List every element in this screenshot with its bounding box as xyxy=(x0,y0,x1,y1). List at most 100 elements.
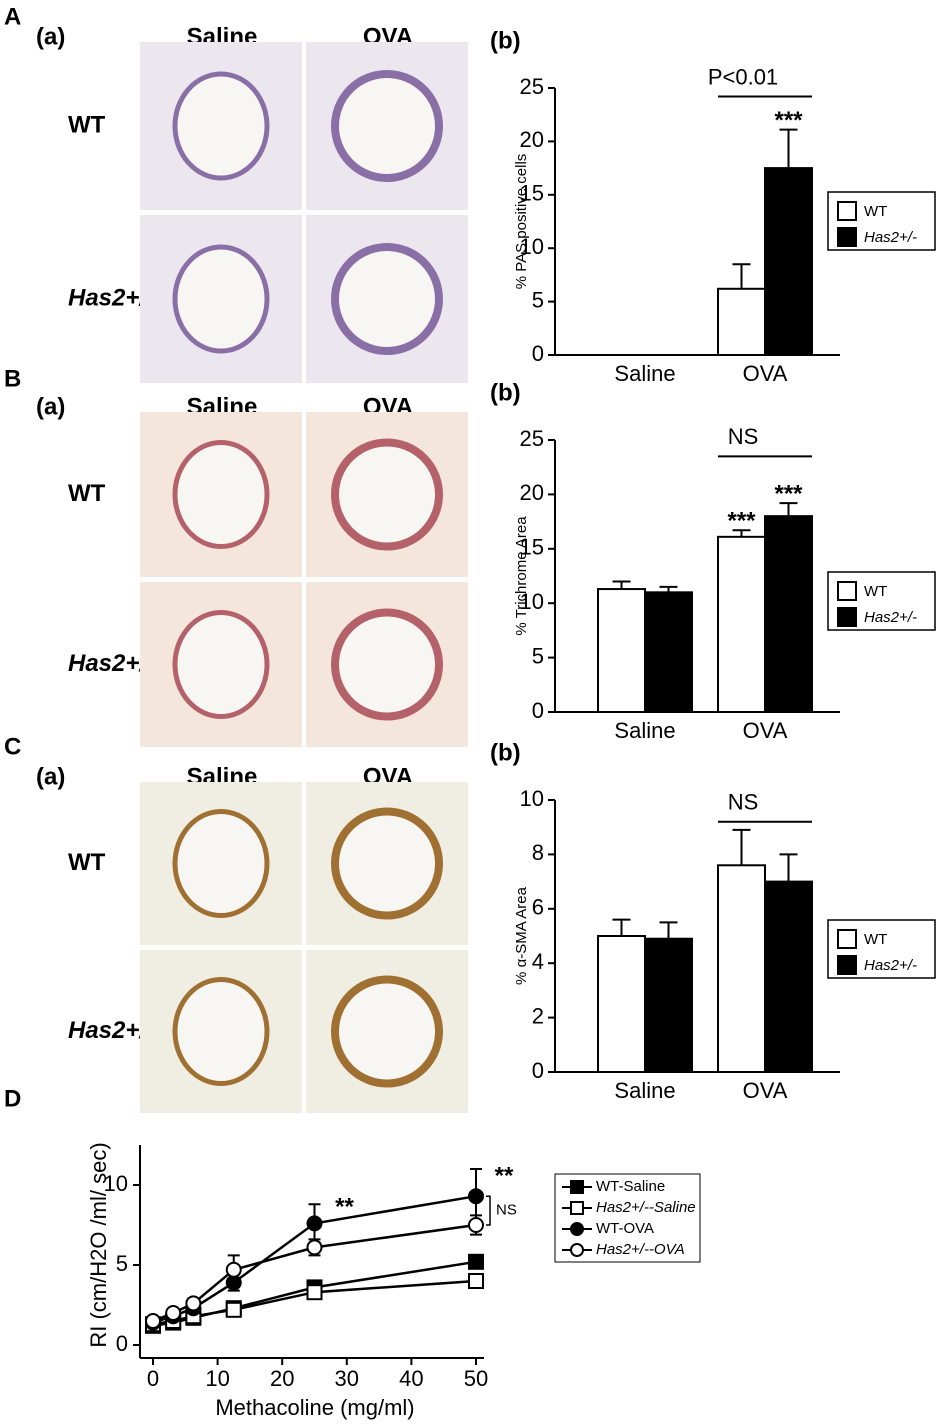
y-tick-label: 15 xyxy=(520,535,544,560)
legend-box xyxy=(827,919,936,979)
y-tick-label: 5 xyxy=(532,287,544,312)
marker xyxy=(165,1305,182,1321)
bar xyxy=(717,287,766,356)
airway xyxy=(172,244,270,354)
x-tick-label: 40 xyxy=(399,1366,423,1391)
panel-letter: C xyxy=(4,733,21,760)
y-tick-label: 2 xyxy=(532,1003,544,1028)
airway xyxy=(331,243,443,355)
y-tick-label: 0 xyxy=(532,1058,544,1083)
bar xyxy=(597,935,646,1073)
x-tick-label: OVA xyxy=(743,1078,788,1103)
row-label: Has2+/- xyxy=(68,284,154,311)
bar xyxy=(764,880,813,1073)
marker xyxy=(185,1295,202,1312)
error-bar xyxy=(732,529,751,537)
y-tick-label: 10 xyxy=(104,1171,128,1196)
sub-label: (b) xyxy=(490,379,521,406)
row-label: WT xyxy=(68,111,106,138)
x-tick-label: 0 xyxy=(147,1366,159,1391)
panel-letter: D xyxy=(4,1085,21,1112)
legend-marker xyxy=(570,1180,584,1194)
sub-label: (b) xyxy=(490,27,521,54)
y-tick-label: 0 xyxy=(116,1331,128,1356)
annotation: ** xyxy=(495,1162,514,1189)
x-tick-label: OVA xyxy=(743,718,788,743)
y-tick-label: 4 xyxy=(532,949,544,974)
y-tick-label: 20 xyxy=(520,127,544,152)
error-bar xyxy=(732,263,751,289)
error-bar xyxy=(779,502,798,517)
marker xyxy=(468,1273,484,1289)
legend-label: Has2+/- xyxy=(864,609,917,626)
panel-letter: B xyxy=(4,365,21,392)
legend-box xyxy=(827,571,936,631)
bar xyxy=(764,515,813,713)
marker xyxy=(468,1188,484,1205)
error-bar xyxy=(659,585,678,593)
legend-box xyxy=(827,191,936,251)
airway xyxy=(331,438,443,551)
annotation: *** xyxy=(774,107,803,134)
legend-marker xyxy=(570,1201,584,1215)
x-axis-label: Methacoline (mg/ml) xyxy=(215,1395,414,1420)
bar xyxy=(597,588,646,714)
marker xyxy=(145,1313,161,1329)
y-axis-label: % α-SMA Area xyxy=(513,886,530,985)
x-tick-label: Saline xyxy=(614,718,675,743)
airway xyxy=(172,440,270,549)
legend-label: Has2+/--OVA xyxy=(596,1241,685,1258)
y-tick-label: 10 xyxy=(520,234,544,259)
marker xyxy=(225,1301,242,1318)
x-tick-label: 20 xyxy=(270,1366,294,1391)
x-tick-label: Saline xyxy=(614,1078,675,1103)
error-bar xyxy=(659,921,678,939)
legend-label: WT-Saline xyxy=(596,1178,665,1195)
error-bar xyxy=(732,828,751,866)
sub-label: (b) xyxy=(490,739,521,766)
y-tick-label: 5 xyxy=(116,1251,128,1276)
y-axis-label: % PAS positive cells xyxy=(513,154,530,290)
marker xyxy=(306,1239,323,1256)
legend-swatch xyxy=(837,607,857,627)
bar xyxy=(764,167,813,356)
legend-label: WT xyxy=(864,203,887,220)
x-tick-label: 30 xyxy=(335,1366,359,1391)
legend-swatch xyxy=(837,955,857,975)
x-tick-label: OVA xyxy=(743,361,788,386)
y-tick-label: 25 xyxy=(520,426,544,451)
sub-label: (a) xyxy=(36,763,65,790)
error-bar xyxy=(779,128,798,169)
y-tick-label: 8 xyxy=(532,840,544,865)
annotation: NS xyxy=(496,1202,517,1219)
airway xyxy=(172,809,270,918)
bar xyxy=(717,535,766,713)
legend-label: WT xyxy=(864,931,887,948)
marker xyxy=(306,1215,323,1232)
legend-label: Has2+/- xyxy=(864,229,917,246)
legend-box xyxy=(554,1173,701,1263)
bar xyxy=(644,591,693,714)
airway xyxy=(172,71,270,181)
marker xyxy=(468,1217,484,1233)
annotation: *** xyxy=(727,508,756,535)
y-axis-label: RI (cm/H2O /ml/ sec) xyxy=(86,1142,111,1347)
airway xyxy=(331,608,443,721)
error-bar xyxy=(612,918,631,936)
y-tick-label: 0 xyxy=(532,341,544,366)
y-tick-label: 5 xyxy=(532,643,544,668)
error-bar xyxy=(779,853,798,882)
airway xyxy=(331,975,443,1088)
annotation: NS xyxy=(728,424,759,449)
row-label: WT xyxy=(68,480,106,507)
bracket xyxy=(486,1195,491,1226)
bar xyxy=(717,864,766,1074)
legend-swatch xyxy=(837,201,857,221)
sub-label: (a) xyxy=(36,393,65,420)
annotation: NS xyxy=(728,790,759,815)
marker xyxy=(468,1253,484,1270)
error-bar xyxy=(612,580,631,590)
y-tick-label: 15 xyxy=(520,181,544,206)
marker xyxy=(225,1261,242,1278)
